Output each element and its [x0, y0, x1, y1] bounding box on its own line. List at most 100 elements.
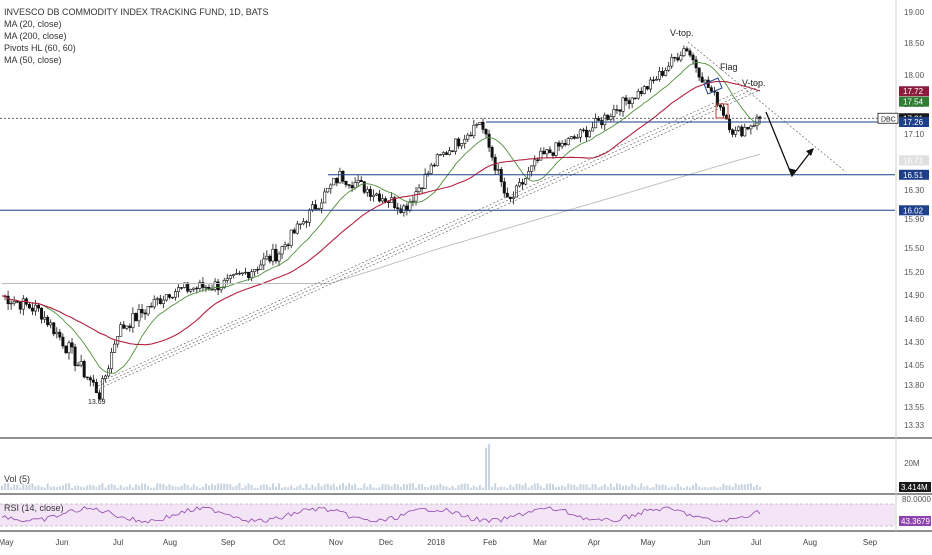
candle-body: [703, 79, 707, 83]
price-badge: [899, 155, 929, 166]
y-tick-label: 14.90: [904, 291, 925, 300]
candle-body: [715, 91, 719, 106]
volume-bar: [52, 486, 55, 490]
candle-body: [277, 253, 281, 262]
candle-body: [356, 180, 360, 183]
candle-body: [320, 202, 324, 209]
candle-body: [749, 125, 753, 130]
candle-body: [219, 287, 223, 291]
volume-bar: [497, 487, 500, 490]
candle-body: [447, 150, 451, 155]
volume-bar: [722, 483, 725, 490]
volume-bar: [545, 483, 548, 490]
candle-body: [697, 67, 701, 78]
volume-bar: [439, 483, 442, 490]
volume-bar: [655, 483, 658, 490]
candle-body: [466, 134, 470, 140]
volume-bar: [320, 486, 323, 490]
volume-bar: [360, 487, 363, 490]
candle-body: [268, 255, 272, 262]
volume-bar: [427, 487, 430, 490]
volume-bar: [448, 487, 451, 490]
price-badge: [899, 86, 929, 97]
x-tick-label: Aug: [803, 538, 817, 547]
volume-bar: [755, 484, 758, 490]
volume-bar: [698, 486, 701, 490]
candle-body: [317, 208, 321, 210]
volume-bar: [344, 485, 347, 490]
candle-body: [58, 331, 62, 338]
volume-bar: [49, 486, 52, 490]
volume-bar: [375, 487, 378, 490]
volume-bar: [174, 486, 177, 490]
candle-body: [368, 188, 372, 197]
candle-body: [530, 165, 534, 172]
volume-bar: [548, 483, 551, 490]
x-tick-label: May: [640, 538, 655, 547]
candle-body: [240, 272, 244, 274]
volume-bar: [119, 484, 122, 490]
volume-bar: [606, 486, 609, 490]
x-tick-label: Sep: [863, 538, 878, 547]
volume-bar: [451, 485, 454, 490]
candle-body: [326, 187, 330, 193]
volume-bar: [536, 483, 539, 490]
x-tick-label: Nov: [329, 538, 343, 547]
volume-bar: [232, 486, 235, 490]
candle-body: [365, 188, 369, 193]
x-tick-label: May: [0, 538, 14, 547]
volume-bar: [256, 487, 259, 490]
candle-body: [484, 129, 488, 135]
volume-bar: [302, 487, 305, 490]
candle-body: [636, 90, 640, 99]
volume-bar: [278, 483, 281, 490]
symbol-badge-label: DBC: [881, 116, 896, 123]
volume-bar: [159, 483, 162, 490]
volume-bar: [561, 485, 564, 490]
volume-bar: [509, 484, 512, 490]
candle-body: [472, 124, 476, 137]
candle-body: [64, 345, 68, 354]
candle-body: [743, 127, 747, 137]
candle-body: [283, 244, 287, 247]
candle-body: [514, 185, 518, 198]
y-tick-label: 15.20: [904, 268, 925, 277]
volume-bar: [223, 483, 226, 490]
volume-bar: [40, 486, 43, 490]
volume-bar: [323, 484, 326, 490]
chart-annotation: 13.69: [88, 399, 106, 406]
uptrend-line: [95, 89, 761, 391]
candle-body: [262, 258, 266, 266]
volume-bar: [150, 487, 153, 490]
candle-body: [591, 127, 595, 132]
volume-bar: [4, 483, 7, 490]
volume-bar: [682, 487, 685, 490]
volume-bar: [679, 486, 682, 490]
candle-body: [700, 76, 704, 83]
x-tick-label: Jun: [698, 538, 711, 547]
candle-body: [633, 97, 637, 100]
candle-body: [180, 287, 184, 289]
volume-bar: [652, 487, 655, 490]
candle-body: [301, 221, 305, 225]
candle-body: [682, 48, 686, 57]
volume-bar: [335, 486, 338, 490]
volume-bar: [226, 483, 229, 490]
candle-body: [521, 182, 525, 185]
candle-body: [307, 209, 311, 223]
volume-bar: [46, 483, 49, 490]
candle-body: [350, 185, 354, 189]
volume-bar: [326, 483, 329, 490]
y-tick-label: 13.33: [904, 421, 925, 430]
candle-body: [673, 56, 677, 59]
candle-body: [755, 116, 759, 127]
volume-bar: [208, 485, 211, 490]
candle-body: [332, 178, 336, 186]
volume-bar: [688, 487, 691, 490]
volume-bar: [363, 483, 366, 490]
rsi-line: [1, 506, 761, 524]
volume-bar: [695, 483, 698, 490]
candle-body: [554, 142, 558, 156]
